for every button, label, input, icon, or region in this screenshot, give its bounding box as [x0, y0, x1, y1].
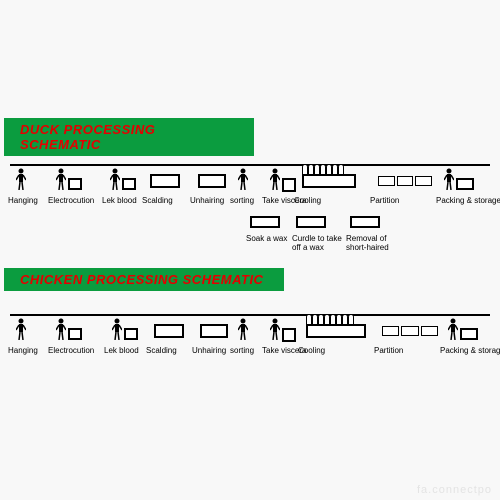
- station-box: [68, 178, 82, 190]
- station-label: sorting: [230, 196, 254, 205]
- secondary-label: Removal of short-haired: [346, 234, 402, 252]
- worker-icon: [56, 168, 66, 190]
- worker-icon: [112, 318, 122, 340]
- worker-icon: [56, 318, 66, 340]
- station-label: Hanging: [8, 346, 38, 355]
- station-box: [460, 328, 478, 340]
- partition-seg: [397, 176, 414, 186]
- secondary-label: Curdle to take off a wax: [292, 234, 348, 252]
- chicken-line: [10, 314, 490, 316]
- worker-icon: [16, 318, 26, 340]
- tank: [200, 324, 228, 338]
- secondary-box: [350, 216, 380, 228]
- secondary-label: Soak a wax: [246, 234, 287, 243]
- cooling-tank: [306, 324, 366, 338]
- cooling-coils: [302, 164, 344, 174]
- station-label: Unhairing: [190, 196, 224, 205]
- partition-seg: [421, 326, 438, 336]
- partition-seg: [401, 326, 418, 336]
- watermark: fa.connectpo: [417, 484, 492, 496]
- partition-seg: [415, 176, 432, 186]
- partition-seg: [382, 326, 399, 336]
- station-box: [68, 328, 82, 340]
- station-label: Partition: [374, 346, 403, 355]
- station-label: Electrocution: [48, 346, 94, 355]
- secondary-box: [250, 216, 280, 228]
- station-label: sorting: [230, 346, 254, 355]
- cooling-coils: [306, 314, 354, 324]
- station-box: [122, 178, 136, 190]
- station-label: Unhairing: [192, 346, 226, 355]
- station-box: [124, 328, 138, 340]
- station-box: [282, 328, 296, 342]
- secondary-box: [296, 216, 326, 228]
- station-label: Cooling: [298, 346, 325, 355]
- worker-icon: [238, 168, 248, 190]
- station-label: Cooling: [294, 196, 321, 205]
- worker-icon: [270, 318, 280, 340]
- duck-line: [10, 164, 490, 166]
- duck-title: DUCK PROCESSING SCHEMATIC: [4, 118, 254, 156]
- worker-icon: [270, 168, 280, 190]
- partition-seg: [378, 176, 395, 186]
- chicken-title: CHICKEN PROCESSING SCHEMATIC: [4, 268, 284, 291]
- station-box: [282, 178, 296, 192]
- station-label: Partition: [370, 196, 399, 205]
- tank: [150, 174, 180, 188]
- worker-icon: [444, 168, 454, 190]
- worker-icon: [238, 318, 248, 340]
- station-label: Lek blood: [104, 346, 139, 355]
- station-label: Electrocution: [48, 196, 94, 205]
- station-label: Packing & storage: [436, 196, 500, 205]
- station-label: Hanging: [8, 196, 38, 205]
- tank: [154, 324, 184, 338]
- tank: [198, 174, 226, 188]
- station-box: [456, 178, 474, 190]
- station-label: Scalding: [146, 346, 177, 355]
- worker-icon: [448, 318, 458, 340]
- cooling-tank: [302, 174, 356, 188]
- station-label: Lek blood: [102, 196, 137, 205]
- worker-icon: [16, 168, 26, 190]
- station-label: Scalding: [142, 196, 173, 205]
- station-label: Packing & storage: [440, 346, 500, 355]
- diagram-canvas: DUCK PROCESSING SCHEMATIC Hanging Electro…: [0, 0, 500, 500]
- worker-icon: [110, 168, 120, 190]
